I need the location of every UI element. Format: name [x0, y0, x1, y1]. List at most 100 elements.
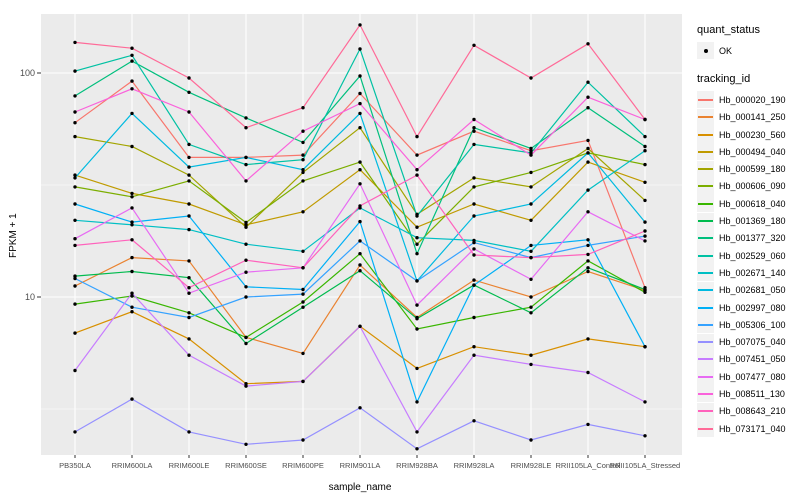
data-point[interactable] — [586, 210, 590, 214]
data-point[interactable] — [358, 168, 362, 172]
data-point[interactable] — [472, 253, 476, 257]
legend-entry-Hb_001377_320[interactable]: Hb_001377_320 — [697, 229, 797, 247]
data-point[interactable] — [130, 46, 134, 50]
data-point[interactable] — [244, 155, 248, 160]
data-point[interactable] — [415, 327, 419, 331]
data-point[interactable] — [586, 42, 590, 46]
data-point[interactable] — [244, 225, 248, 229]
data-point[interactable] — [358, 160, 362, 164]
data-point[interactable] — [73, 237, 77, 241]
legend-entry-Hb_002681_050[interactable]: Hb_002681_050 — [697, 281, 797, 299]
data-point[interactable] — [301, 153, 305, 157]
data-point[interactable] — [244, 179, 248, 183]
data-point[interactable] — [187, 337, 191, 341]
data-point[interactable] — [244, 384, 248, 388]
data-point[interactable] — [415, 303, 419, 307]
data-point[interactable] — [73, 121, 77, 125]
data-point[interactable] — [73, 185, 77, 189]
data-point[interactable] — [415, 173, 419, 177]
data-point[interactable] — [73, 243, 77, 248]
data-point[interactable] — [301, 106, 305, 110]
data-point[interactable] — [301, 210, 305, 214]
data-point[interactable] — [358, 126, 362, 130]
data-point[interactable] — [643, 162, 647, 167]
data-point[interactable] — [529, 295, 533, 299]
data-point[interactable] — [586, 422, 590, 427]
data-point[interactable] — [130, 255, 134, 260]
data-point[interactable] — [586, 252, 590, 257]
data-point[interactable] — [244, 270, 248, 274]
data-point[interactable] — [586, 269, 590, 274]
data-point[interactable] — [301, 179, 305, 183]
data-point[interactable] — [358, 23, 362, 27]
data-point[interactable] — [130, 223, 134, 227]
data-point[interactable] — [130, 294, 134, 298]
data-point[interactable] — [643, 234, 647, 238]
data-point[interactable] — [187, 142, 191, 147]
data-point[interactable] — [73, 176, 77, 180]
data-point[interactable] — [415, 317, 419, 321]
data-point[interactable] — [187, 276, 191, 280]
data-point[interactable] — [130, 53, 134, 57]
data-point[interactable] — [472, 185, 476, 189]
data-point[interactable] — [187, 430, 191, 434]
data-point[interactable] — [529, 353, 533, 357]
data-point[interactable] — [643, 290, 647, 294]
data-point[interactable] — [529, 146, 533, 151]
data-point[interactable] — [301, 305, 305, 309]
data-point[interactable] — [358, 74, 362, 78]
data-point[interactable] — [586, 266, 590, 270]
data-point[interactable] — [130, 191, 134, 196]
data-point[interactable] — [130, 310, 134, 314]
data-point[interactable] — [187, 315, 191, 320]
data-point[interactable] — [130, 269, 134, 274]
data-point[interactable] — [73, 173, 77, 177]
legend-entry-Hb_008511_130[interactable]: Hb_008511_130 — [697, 385, 797, 403]
data-point[interactable] — [130, 79, 134, 83]
data-point[interactable] — [187, 353, 191, 357]
legend-entry-ok[interactable]: OK — [697, 42, 797, 60]
data-point[interactable] — [586, 80, 590, 84]
data-point[interactable] — [643, 239, 647, 243]
data-point[interactable] — [73, 40, 77, 45]
data-point[interactable] — [187, 214, 191, 218]
data-point[interactable] — [472, 345, 476, 349]
data-point[interactable] — [529, 243, 533, 248]
data-point[interactable] — [73, 331, 77, 335]
data-point[interactable] — [643, 287, 647, 292]
data-point[interactable] — [130, 195, 134, 199]
data-point[interactable] — [301, 266, 305, 270]
data-point[interactable] — [301, 170, 305, 175]
data-point[interactable] — [643, 400, 647, 404]
data-point[interactable] — [130, 111, 134, 116]
legend-entry-Hb_073171_040[interactable]: Hb_073171_040 — [697, 420, 797, 438]
data-point[interactable] — [358, 101, 362, 106]
data-point[interactable] — [472, 353, 476, 357]
data-point[interactable] — [586, 151, 590, 155]
data-point[interactable] — [643, 117, 647, 122]
data-point[interactable] — [415, 279, 419, 283]
data-point[interactable] — [529, 362, 533, 367]
data-point[interactable] — [358, 263, 362, 267]
data-point[interactable] — [73, 276, 77, 281]
data-point[interactable] — [415, 153, 419, 157]
legend-entry-Hb_002529_060[interactable]: Hb_002529_060 — [697, 247, 797, 265]
data-point[interactable] — [244, 442, 248, 446]
data-point[interactable] — [244, 242, 248, 246]
data-point[interactable] — [358, 239, 362, 243]
data-point[interactable] — [472, 419, 476, 423]
data-point[interactable] — [130, 238, 134, 242]
data-point[interactable] — [472, 117, 476, 122]
data-point[interactable] — [472, 176, 476, 180]
data-point[interactable] — [415, 168, 419, 172]
data-point[interactable] — [187, 291, 191, 295]
data-point[interactable] — [586, 106, 590, 110]
data-point[interactable] — [586, 138, 590, 143]
data-point[interactable] — [415, 134, 419, 139]
data-point[interactable] — [73, 368, 77, 373]
data-point[interactable] — [187, 110, 191, 114]
legend-entry-Hb_000020_190[interactable]: Hb_000020_190 — [697, 91, 797, 109]
legend-entry-Hb_000494_040[interactable]: Hb_000494_040 — [697, 143, 797, 161]
data-point[interactable] — [187, 179, 191, 183]
data-point[interactable] — [529, 311, 533, 315]
